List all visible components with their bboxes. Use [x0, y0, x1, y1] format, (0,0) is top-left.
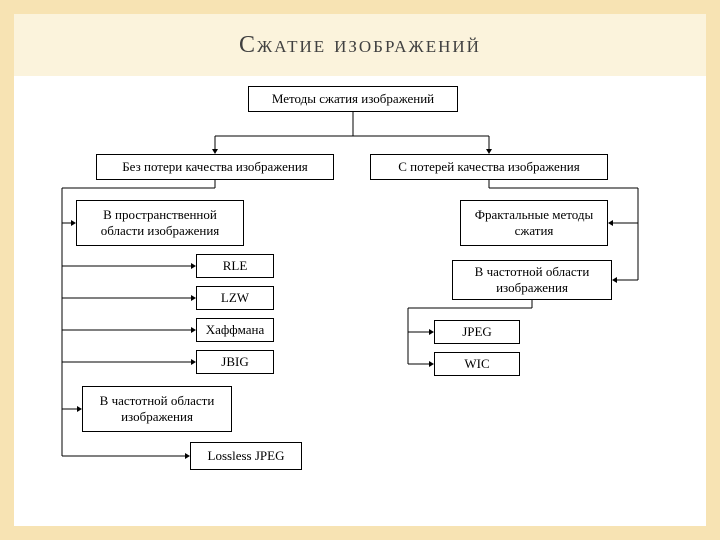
diagram-canvas: Методы сжатия изображений Без потери каче…	[14, 76, 706, 526]
node-freq_l: В частотной области изображения	[82, 386, 232, 432]
node-huff: Хаффмана	[196, 318, 274, 342]
node-fractal: Фрактальные методы сжатия	[460, 200, 608, 246]
node-freq_lossy: В частотной области изображения	[452, 260, 612, 300]
slide-title: Сжатие изображений	[239, 32, 481, 59]
node-lossy: С потерей качества изображения	[370, 154, 608, 180]
node-root: Методы сжатия изображений	[248, 86, 458, 112]
slide: Сжатие изображений Методы сжатия изображ…	[0, 0, 720, 540]
node-spatial_l: В пространственной области изображения	[76, 200, 244, 246]
node-ljpeg: Lossless JPEG	[190, 442, 302, 470]
node-rle: RLE	[196, 254, 274, 278]
diagram-connectors	[14, 76, 706, 526]
node-jbig: JBIG	[196, 350, 274, 374]
node-jpeg: JPEG	[434, 320, 520, 344]
node-wic: WIC	[434, 352, 520, 376]
node-lossless: Без потери качества изображения	[96, 154, 334, 180]
node-lzw: LZW	[196, 286, 274, 310]
slide-title-bar: Сжатие изображений	[14, 14, 706, 76]
